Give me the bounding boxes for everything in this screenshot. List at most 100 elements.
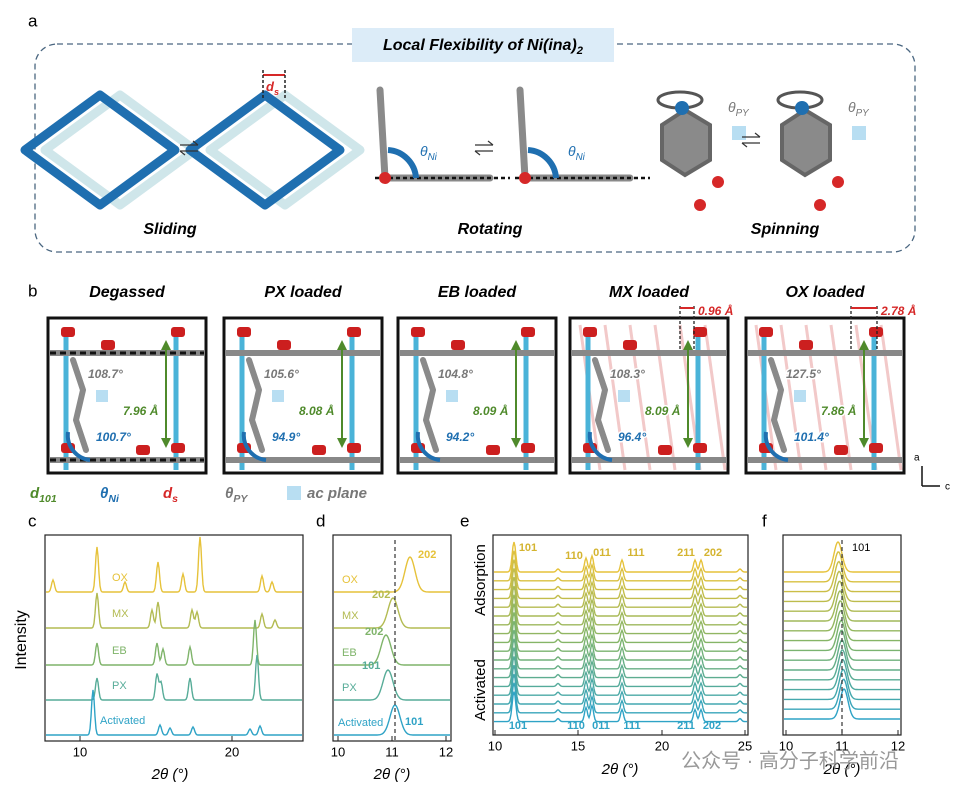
o-atom <box>814 199 826 211</box>
trace-label: EB <box>342 647 357 659</box>
o-atom <box>658 445 672 455</box>
bond <box>185 90 345 210</box>
xrd-trace <box>494 594 747 626</box>
peak-label: 111 <box>623 720 640 732</box>
peak-label: 202 <box>365 626 383 638</box>
x-tick-label: 20 <box>655 738 669 753</box>
panel-label: f <box>762 511 767 530</box>
xrd-trace <box>494 603 747 635</box>
panel-a-title: Local Flexibility of Ni(ina)2 <box>383 37 584 57</box>
xrd-trace <box>494 541 747 573</box>
xrd-trace <box>494 577 747 608</box>
o-atom <box>101 340 115 350</box>
ds-label-sub: s <box>274 87 279 97</box>
xrd-trace <box>784 580 900 612</box>
theta-py-value: 108.7° <box>88 367 123 381</box>
peak-label: 110 <box>565 550 583 562</box>
theta-py-label-sub: PY <box>856 108 871 119</box>
legend-item-sub: PY <box>233 493 248 505</box>
theta-ni-value: 100.7° <box>96 430 131 444</box>
trace-label: Activated <box>100 715 145 727</box>
peak-label: 101 <box>509 720 527 732</box>
panel-title: OX loaded <box>785 284 865 301</box>
o-atom <box>869 327 883 337</box>
o-atom <box>693 327 707 337</box>
o-atom <box>759 327 773 337</box>
theta-ni-value: 96.4° <box>618 430 646 444</box>
side-label: Activated <box>472 659 489 721</box>
xrd-trace <box>334 597 450 629</box>
o-atom <box>623 340 637 350</box>
angle-arc <box>387 147 419 179</box>
legend-swatch <box>287 486 301 500</box>
title-box <box>352 28 614 62</box>
xrd-trace <box>494 629 747 661</box>
peak-label: 101 <box>852 542 870 554</box>
x-tick-label: 10 <box>779 738 793 753</box>
panel-a-title-main: Local Flexibility of Ni(ina) <box>383 37 577 54</box>
arrow-head <box>683 438 693 448</box>
panel-title: MX loaded <box>609 284 690 301</box>
structure-box <box>222 316 384 475</box>
x-axis-label: 2θ (°) <box>151 766 189 783</box>
xrd-trace <box>494 638 747 670</box>
panel-label: b <box>28 281 37 300</box>
xrd-trace <box>46 619 302 666</box>
plot-frame <box>44 534 304 742</box>
line <box>603 324 627 471</box>
xrd-trace <box>46 689 302 736</box>
line <box>741 142 748 148</box>
ni-atom <box>379 172 391 184</box>
mechanism-label: Rotating <box>458 221 523 238</box>
angle-arc <box>527 147 559 179</box>
line <box>487 140 494 146</box>
x-tick-label: 10 <box>331 744 345 759</box>
xrd-trace <box>494 559 747 591</box>
legend-item: ds <box>163 485 178 505</box>
theta-py-value: 104.8° <box>438 367 473 381</box>
o-atom <box>451 340 465 350</box>
theta-ni-value: 101.4° <box>794 430 829 444</box>
x-tick-label: 15 <box>571 738 585 753</box>
o-atom <box>832 176 844 188</box>
peak-label: 011 <box>593 547 611 559</box>
legend-item-main: d <box>163 485 173 502</box>
trace-label: OX <box>342 574 359 586</box>
theta-py-label-main: θ <box>848 99 856 115</box>
arrow-head <box>511 340 521 350</box>
x-axis-label: 2θ (°) <box>823 761 861 778</box>
legend-item-main: θ <box>225 485 234 502</box>
axis-label: c <box>945 482 950 493</box>
ds-label-main: d <box>266 79 275 94</box>
theta-ni-value: 94.9° <box>272 430 300 444</box>
trace-label: EB <box>112 645 127 657</box>
peak-label: 101 <box>519 542 537 554</box>
line <box>192 140 199 146</box>
ni-atom <box>519 172 531 184</box>
xrd-trace <box>494 585 747 617</box>
angle-arc <box>587 431 613 462</box>
xrd-trace <box>494 665 747 696</box>
xrd-trace <box>46 592 302 629</box>
o-atom <box>171 443 185 453</box>
peak-label: 202 <box>704 547 722 559</box>
peak-label: 101 <box>362 660 380 672</box>
arrow-head <box>337 340 347 350</box>
xrd-trace <box>784 541 900 573</box>
peak-label: 011 <box>592 720 610 732</box>
o-atom <box>521 327 535 337</box>
trace-label: MX <box>342 610 359 622</box>
structure-box <box>396 316 558 475</box>
side-label: Adsorption <box>472 544 489 616</box>
ac-plane <box>794 390 806 402</box>
xrd-trace <box>784 629 900 661</box>
peak-label: 211 <box>677 720 695 732</box>
xrd-trace <box>784 668 900 701</box>
panel-a-title-sub: 2 <box>576 45 584 57</box>
xrd-trace <box>494 656 747 688</box>
xrd-trace <box>784 688 900 720</box>
x-tick-label: 20 <box>225 744 239 759</box>
line <box>703 324 727 471</box>
xrd-trace <box>494 691 747 723</box>
o-atom <box>347 443 361 453</box>
